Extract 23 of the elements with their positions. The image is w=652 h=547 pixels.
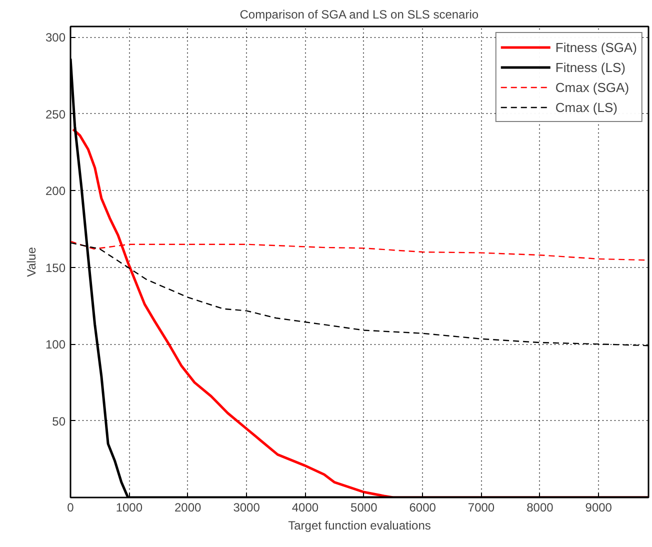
y-tick-label: 200 (45, 184, 66, 198)
x-tick-label: 8000 (526, 500, 554, 514)
x-tick-label: 3000 (233, 500, 260, 514)
y-axis-title: Value (24, 246, 38, 277)
legend-label: Cmax (SGA) (555, 80, 630, 94)
y-tick-label: 300 (45, 30, 66, 45)
y-tick-label: 50 (52, 414, 66, 428)
legend-label: Cmax (LS) (555, 100, 618, 114)
x-tick-label: 4000 (292, 500, 319, 514)
x-tick-label: 2000 (174, 500, 202, 514)
x-tick-label: 6000 (409, 500, 436, 514)
y-tick-label: 100 (45, 338, 66, 352)
x-tick-label: 1000 (116, 500, 143, 514)
chart-title: Comparison of SGA and LS on SLS scenario (240, 8, 479, 22)
x-tick-label: 0 (67, 500, 74, 514)
x-axis-title: Target function evaluations (288, 518, 431, 532)
x-tick-label: 5000 (350, 500, 378, 514)
y-tick-label: 250 (45, 107, 66, 122)
legend-label: Fitness (SGA) (555, 40, 637, 54)
y-tick-label: 150 (45, 260, 66, 275)
legend-label: Fitness (LS) (555, 60, 626, 74)
x-tick-label: 9000 (585, 500, 612, 514)
x-tick-label: 7000 (468, 500, 495, 514)
